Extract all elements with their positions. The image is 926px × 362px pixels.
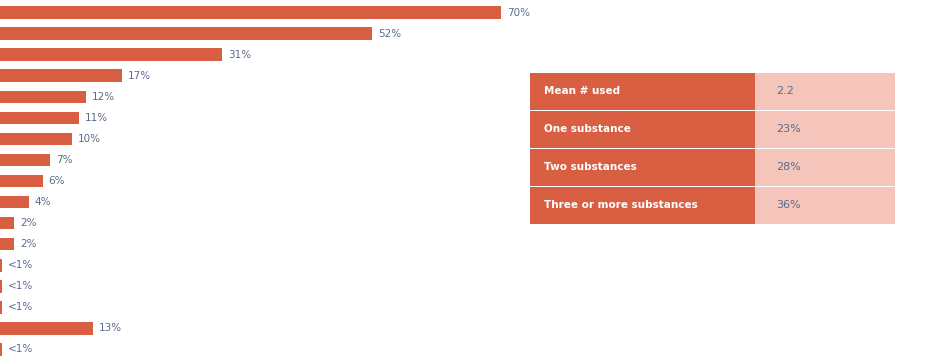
Bar (0, 28, 372, 40)
Text: 11%: 11% (84, 113, 107, 123)
Bar (0, 175, 43, 187)
Bar (0, 301, 2, 313)
Text: 10%: 10% (78, 134, 100, 144)
Bar (0, 343, 2, 356)
Text: 12%: 12% (92, 92, 115, 102)
Text: 2.2: 2.2 (777, 87, 795, 96)
Bar (0, 6, 501, 19)
Bar (0, 280, 2, 292)
Text: 70%: 70% (507, 8, 530, 18)
Text: 36%: 36% (777, 201, 801, 210)
Text: <1%: <1% (8, 260, 33, 270)
Text: <1%: <1% (8, 281, 33, 291)
Bar (755, 111, 895, 148)
Text: 2%: 2% (20, 239, 36, 249)
Text: 13%: 13% (99, 323, 122, 333)
Text: <1%: <1% (8, 302, 33, 312)
Text: 28%: 28% (777, 163, 801, 172)
Text: 31%: 31% (228, 50, 251, 60)
Text: One substance: One substance (544, 125, 632, 134)
Text: 2%: 2% (20, 218, 36, 228)
Bar (0, 70, 121, 82)
Bar (0, 90, 86, 103)
Bar (0, 196, 29, 209)
Bar (0, 132, 71, 145)
Text: <1%: <1% (8, 344, 33, 354)
Bar (755, 73, 895, 110)
Text: 7%: 7% (56, 155, 72, 165)
Bar (0, 153, 50, 166)
Bar (530, 187, 755, 224)
Bar (530, 111, 755, 148)
Text: Three or more substances: Three or more substances (544, 201, 698, 210)
Bar (0, 259, 2, 272)
Bar (755, 149, 895, 186)
Text: 6%: 6% (49, 176, 65, 186)
Bar (0, 322, 94, 334)
Text: 17%: 17% (128, 71, 151, 81)
Text: 4%: 4% (34, 197, 51, 207)
Bar (0, 49, 222, 61)
Text: Two substances: Two substances (544, 163, 637, 172)
Bar (0, 238, 14, 251)
Text: 23%: 23% (777, 125, 801, 134)
Bar (755, 187, 895, 224)
Bar (0, 111, 79, 124)
Bar (530, 73, 755, 110)
Text: 52%: 52% (378, 29, 401, 39)
Bar (530, 149, 755, 186)
Text: Mean # used: Mean # used (544, 87, 620, 96)
Bar (0, 217, 14, 230)
